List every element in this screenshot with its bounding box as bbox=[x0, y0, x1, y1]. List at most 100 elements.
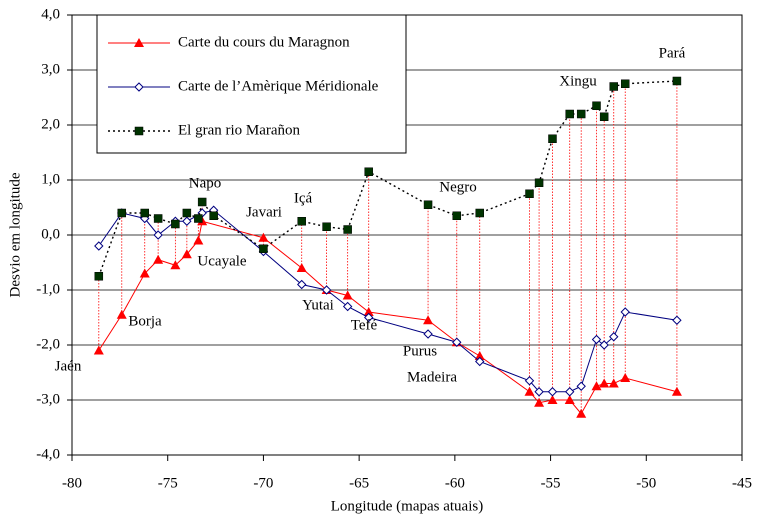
marker bbox=[599, 378, 610, 388]
marker bbox=[548, 134, 557, 143]
marker bbox=[259, 244, 268, 253]
marker bbox=[321, 285, 332, 295]
annotation: Pará bbox=[659, 45, 686, 61]
marker bbox=[153, 230, 163, 240]
x-tick-label: -75 bbox=[158, 475, 178, 491]
marker bbox=[565, 109, 574, 119]
marker bbox=[576, 408, 587, 418]
marker bbox=[94, 272, 104, 281]
marker bbox=[620, 307, 630, 317]
x-tick-label: -50 bbox=[636, 475, 656, 491]
marker bbox=[524, 376, 535, 386]
marker bbox=[671, 386, 682, 396]
marker bbox=[547, 395, 558, 404]
marker bbox=[576, 381, 586, 391]
legend-label: El gran rio Marañon bbox=[178, 122, 301, 138]
marker bbox=[197, 197, 207, 207]
marker bbox=[525, 189, 534, 198]
marker bbox=[193, 235, 204, 245]
series-line bbox=[98, 209, 677, 393]
marker bbox=[609, 82, 618, 91]
marker bbox=[591, 334, 602, 345]
x-tick-label: -65 bbox=[349, 475, 369, 491]
marker bbox=[258, 232, 269, 242]
marker bbox=[534, 387, 544, 397]
y-tick-label: 1,0 bbox=[41, 171, 60, 187]
marker bbox=[342, 301, 353, 312]
y-tick-label: 4,0 bbox=[41, 6, 60, 22]
marker bbox=[534, 397, 545, 407]
legend-label: Carte du cours du Maragnon bbox=[178, 34, 350, 50]
x-tick-label: -80 bbox=[62, 475, 82, 491]
marker bbox=[565, 387, 575, 397]
marker bbox=[591, 381, 602, 391]
marker bbox=[452, 337, 462, 347]
annotation: Jaén bbox=[55, 358, 82, 374]
y-axis-title: Desvio em longitude bbox=[7, 172, 23, 297]
marker bbox=[599, 340, 609, 350]
marker bbox=[182, 208, 192, 218]
marker bbox=[423, 315, 434, 325]
y-tick-label: -2,0 bbox=[36, 336, 60, 352]
marker bbox=[672, 315, 682, 325]
y-tick-label: -1,0 bbox=[36, 281, 60, 297]
marker bbox=[94, 241, 104, 251]
y-tick-label: 0,0 bbox=[41, 226, 60, 242]
marker bbox=[423, 329, 433, 339]
marker bbox=[296, 263, 307, 272]
marker bbox=[117, 208, 127, 218]
marker bbox=[608, 378, 619, 388]
marker bbox=[452, 211, 462, 220]
marker bbox=[534, 178, 544, 187]
marker bbox=[342, 290, 353, 300]
annotation: Tefé bbox=[351, 317, 378, 333]
marker bbox=[592, 101, 601, 110]
marker bbox=[116, 309, 127, 319]
y-tick-label: 3,0 bbox=[41, 61, 60, 77]
marker bbox=[524, 386, 535, 396]
marker bbox=[423, 200, 433, 209]
legend-box bbox=[96, 14, 407, 154]
legend-marker bbox=[134, 82, 144, 92]
marker bbox=[343, 225, 352, 234]
legend-label: Carte de l’Amèrique Méridionale bbox=[178, 78, 379, 94]
annotation: Yutai bbox=[302, 297, 334, 313]
marker bbox=[564, 395, 575, 404]
annotation: Ucayale bbox=[197, 253, 246, 269]
marker bbox=[153, 214, 163, 223]
marker bbox=[547, 387, 558, 397]
x-tick-label: -45 bbox=[732, 475, 752, 491]
x-axis-title: Longitude (mapas atuais) bbox=[331, 498, 483, 514]
annotation: Borja bbox=[128, 313, 162, 329]
marker bbox=[672, 76, 682, 86]
marker bbox=[153, 254, 164, 264]
marker bbox=[140, 208, 149, 218]
marker bbox=[364, 312, 374, 323]
marker bbox=[364, 167, 373, 176]
series-line bbox=[98, 220, 678, 415]
annotation: Napo bbox=[189, 175, 222, 191]
legend-marker bbox=[134, 38, 144, 47]
marker bbox=[297, 279, 307, 290]
marker bbox=[170, 260, 181, 270]
marker bbox=[620, 373, 631, 382]
marker bbox=[475, 208, 484, 218]
marker bbox=[171, 219, 180, 229]
marker bbox=[194, 214, 203, 223]
marker bbox=[474, 351, 485, 360]
annotation: Madeira bbox=[407, 369, 457, 385]
marker bbox=[93, 345, 104, 355]
annotation: Xingu bbox=[559, 73, 597, 89]
y-tick-label: -4,0 bbox=[36, 446, 60, 462]
annotation: Javari bbox=[246, 204, 282, 220]
plot-border bbox=[71, 14, 743, 456]
marker bbox=[297, 217, 306, 226]
marker bbox=[475, 356, 485, 367]
marker bbox=[209, 211, 218, 220]
marker bbox=[181, 249, 192, 259]
marker bbox=[322, 222, 331, 231]
annotation: Içá bbox=[294, 190, 313, 206]
x-tick-label: -70 bbox=[253, 475, 273, 491]
x-tick-label: -55 bbox=[541, 475, 561, 491]
